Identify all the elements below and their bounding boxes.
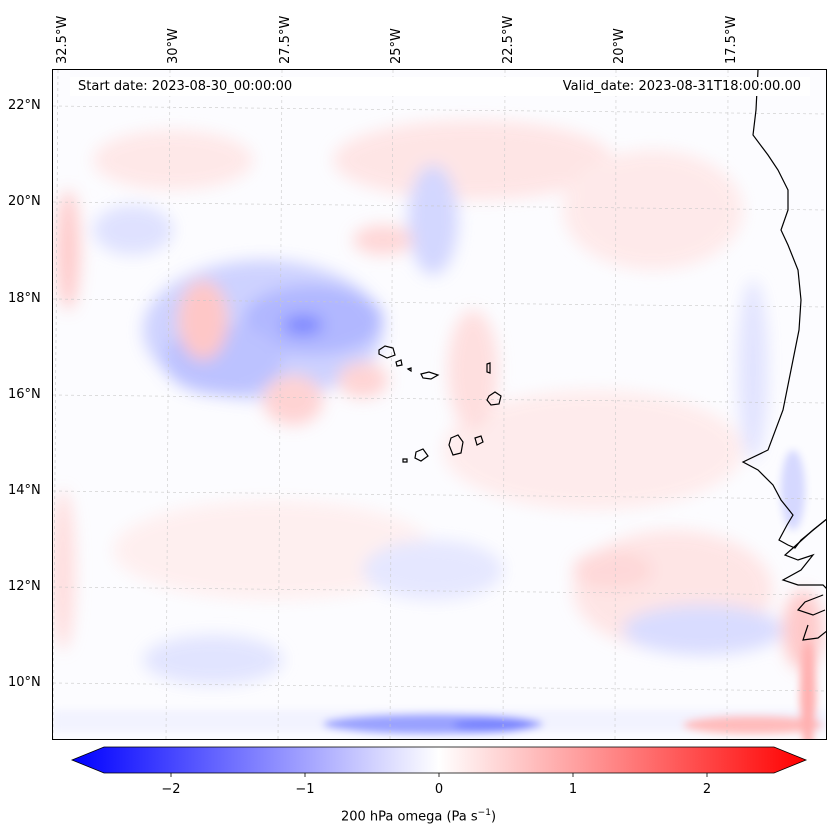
omega-blobs <box>53 120 823 685</box>
colorbar-tick-label: 0 <box>434 782 444 797</box>
colorbar-tick-label: −2 <box>161 782 181 797</box>
start-date-label: Start date: 2023-08-30_00:00:00 <box>74 78 297 95</box>
omega-bottom-band <box>53 450 826 739</box>
senegal-gambia-coast <box>781 518 826 641</box>
cape-verde-islands <box>378 345 502 463</box>
map-panel <box>52 69 827 740</box>
lat-label: 10°N <box>8 675 41 690</box>
africa-coastline <box>741 70 826 549</box>
lat-label: 18°N <box>8 291 41 306</box>
colorbar-body <box>70 746 808 774</box>
lat-label: 16°N <box>8 387 41 402</box>
valid-date-label: Valid_date: 2023-08-31T18:00:00.00 <box>558 78 805 95</box>
colorbar-label: 200 hPa omega (Pa s−1) <box>0 808 837 824</box>
colorbar-tick-label: 2 <box>702 782 712 797</box>
colorbar-ticks <box>170 773 708 777</box>
colorbar-label-sup: −1 <box>477 808 491 818</box>
lat-label: 14°N <box>8 483 41 498</box>
lat-label: 22°N <box>8 98 41 113</box>
colorbar-label-prefix: 200 hPa omega (Pa s <box>340 809 478 825</box>
lat-label: 20°N <box>8 194 41 209</box>
lat-label: 12°N <box>8 579 41 594</box>
graticule <box>53 70 826 739</box>
colorbar-tick-label: 1 <box>568 782 578 797</box>
omega-field <box>53 70 826 739</box>
colorbar-tick-label: −1 <box>295 782 315 797</box>
colorbar-label-suffix: ) <box>490 809 497 825</box>
